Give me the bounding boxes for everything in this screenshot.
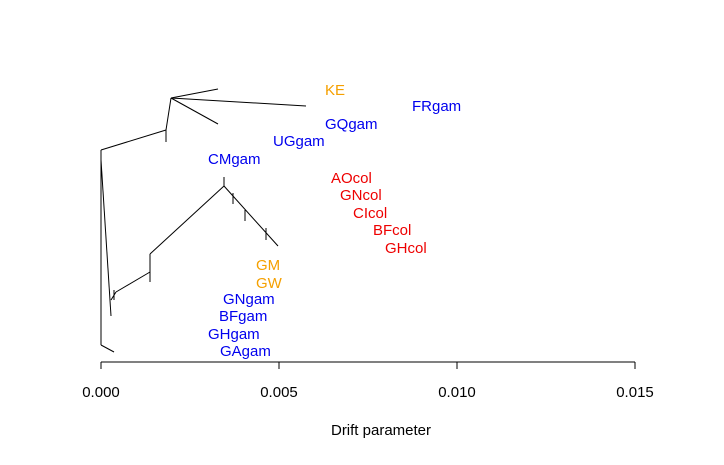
x-tick-label: 0.000 <box>82 384 120 401</box>
tip-label-bfcol: BFcol <box>373 222 411 239</box>
tree-branch <box>165 97 172 131</box>
tip-label-uggam: UGgam <box>273 133 325 150</box>
x-tick-label: 0.005 <box>260 384 298 401</box>
tip-label-frgam: FRgam <box>412 98 461 115</box>
tree-branches <box>100 88 307 353</box>
tree-branch <box>170 97 307 107</box>
tip-label-cmgam: CMgam <box>208 151 261 168</box>
x-axis-title: Drift parameter <box>331 422 431 439</box>
tree-branch <box>115 271 151 293</box>
tip-label-gagam: GAgam <box>220 343 271 360</box>
tip-label-cicol: CIcol <box>353 205 387 222</box>
x-tick-label: 0.015 <box>616 384 654 401</box>
tip-label-gncol: GNcol <box>340 187 382 204</box>
tree-branch <box>100 344 115 353</box>
tip-label-gw: GW <box>256 275 283 292</box>
tip-label-gm: GM <box>256 257 280 274</box>
tree-branch <box>100 129 167 151</box>
tip-label-ghcol: GHcol <box>385 240 427 257</box>
x-axis: 0.000 0.005 0.010 0.015 <box>82 361 654 401</box>
tip-label-aocol: AOcol <box>331 170 372 187</box>
x-tick-label: 0.010 <box>438 384 476 401</box>
tree-branch <box>149 185 225 255</box>
tree-branch <box>223 185 279 247</box>
tree-branch <box>170 88 219 99</box>
tip-label-gngam: GNgam <box>223 291 275 308</box>
tip-label-ghgam: GHgam <box>208 326 260 343</box>
tip-label-bfgam: BFgam <box>219 308 267 325</box>
tip-label-ke: KE <box>325 82 345 99</box>
tree-branch <box>170 97 219 125</box>
tip-label-gqgam: GQgam <box>325 116 378 133</box>
tree-branch <box>100 159 112 317</box>
